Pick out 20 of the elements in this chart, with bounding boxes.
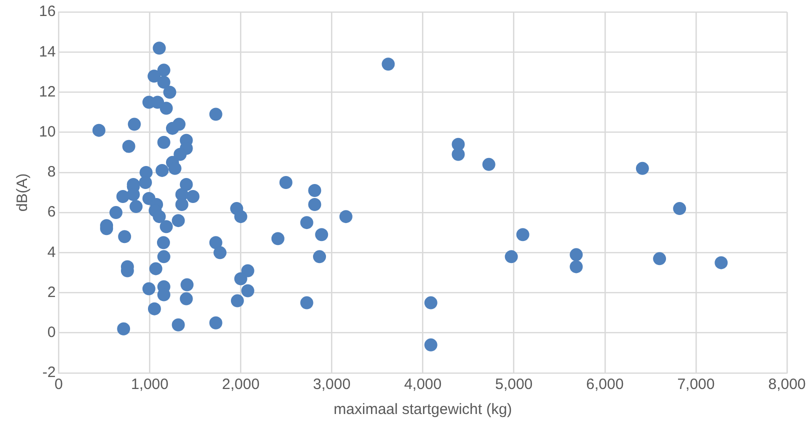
y-tick-label: 4	[47, 244, 56, 261]
x-axis-title: maximaal startgewicht (kg)	[334, 401, 512, 418]
y-tick-label: 0	[47, 324, 56, 342]
x-tick-label: 7,000	[677, 376, 715, 394]
y-tick-label: 16	[38, 3, 56, 20]
y-tick-label: 8	[47, 164, 56, 181]
y-tick-label: 6	[47, 204, 56, 221]
y-tick-label: 2	[47, 284, 56, 301]
y-tick-label: 14	[38, 43, 56, 60]
y-tick-label: 12	[38, 83, 56, 100]
x-tick-label: 1,000	[130, 376, 168, 394]
x-tick-label: 4,000	[404, 376, 442, 394]
x-tick-label: 6,000	[586, 376, 624, 394]
x-tick-label: 2,000	[222, 376, 260, 394]
x-tick-label: 3,000	[313, 376, 351, 394]
x-tick-label: 8,000	[768, 376, 806, 394]
x-tick-label: 5,000	[495, 376, 533, 394]
y-axis-title: dB(A)	[14, 173, 32, 212]
y-tick-label: 10	[38, 123, 56, 140]
y-tick-label: -2	[42, 364, 56, 382]
